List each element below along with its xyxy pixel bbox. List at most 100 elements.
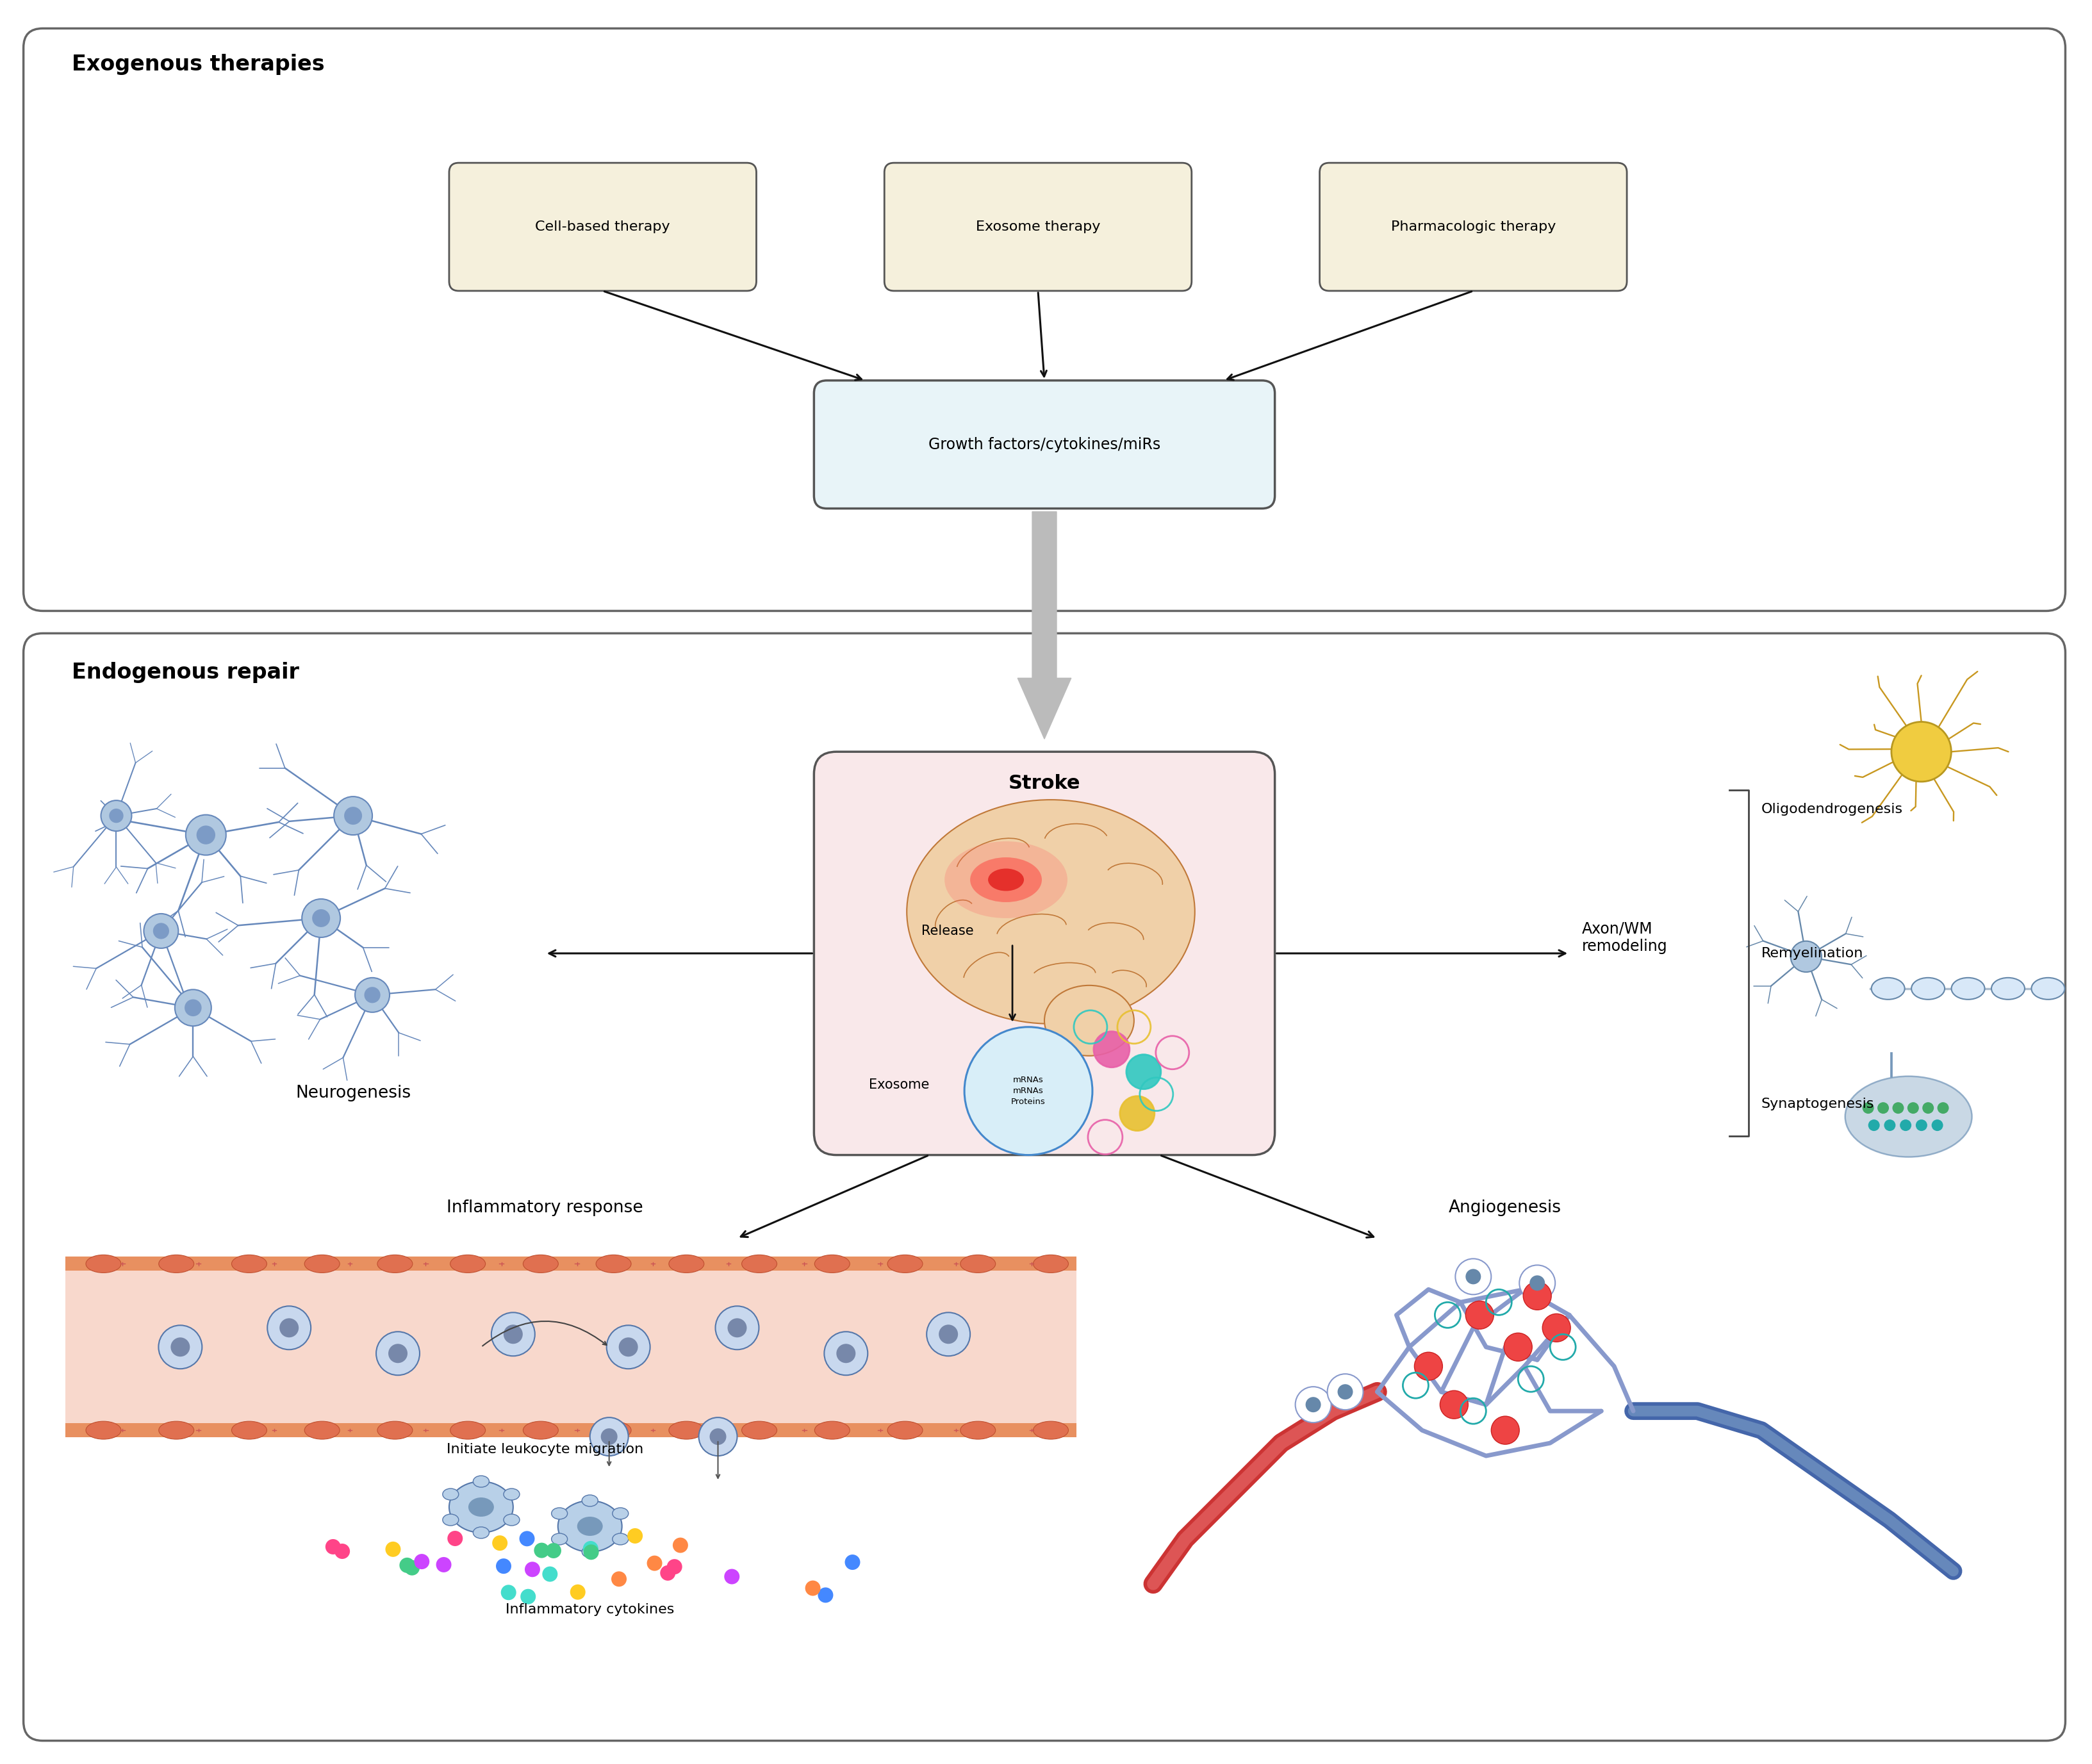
Circle shape: [280, 1318, 299, 1337]
Circle shape: [1877, 1102, 1889, 1113]
Ellipse shape: [669, 1254, 705, 1274]
Text: Stroke: Stroke: [1008, 774, 1079, 792]
Circle shape: [1908, 1102, 1918, 1113]
FancyBboxPatch shape: [1320, 162, 1628, 291]
Ellipse shape: [1952, 977, 1985, 1000]
Ellipse shape: [987, 868, 1023, 891]
Ellipse shape: [305, 1254, 339, 1274]
Circle shape: [172, 1337, 190, 1357]
Circle shape: [674, 1538, 688, 1552]
FancyBboxPatch shape: [450, 162, 757, 291]
Ellipse shape: [814, 1254, 849, 1274]
FancyBboxPatch shape: [814, 751, 1274, 1155]
Ellipse shape: [1992, 977, 2025, 1000]
Circle shape: [500, 1584, 517, 1600]
Circle shape: [667, 1559, 682, 1575]
Circle shape: [492, 1535, 508, 1551]
Ellipse shape: [377, 1422, 412, 1439]
Circle shape: [709, 1429, 726, 1445]
Circle shape: [400, 1558, 414, 1573]
Circle shape: [584, 1542, 598, 1556]
Circle shape: [571, 1584, 586, 1600]
Text: Exogenous therapies: Exogenous therapies: [71, 55, 324, 76]
Ellipse shape: [582, 1545, 598, 1558]
Circle shape: [1519, 1265, 1554, 1302]
Ellipse shape: [559, 1501, 621, 1552]
Circle shape: [519, 1531, 536, 1547]
Circle shape: [301, 900, 341, 937]
Circle shape: [1337, 1385, 1354, 1399]
Text: Endogenous repair: Endogenous repair: [71, 662, 299, 683]
Circle shape: [1891, 721, 1952, 781]
Circle shape: [414, 1554, 429, 1570]
Circle shape: [312, 908, 331, 928]
Circle shape: [1456, 1259, 1492, 1295]
Circle shape: [600, 1429, 617, 1445]
Ellipse shape: [906, 799, 1195, 1023]
Circle shape: [590, 1418, 628, 1455]
Text: Exosome therapy: Exosome therapy: [975, 220, 1100, 233]
Circle shape: [607, 1325, 651, 1369]
Circle shape: [1125, 1055, 1161, 1088]
Circle shape: [525, 1561, 540, 1577]
Ellipse shape: [444, 1489, 458, 1499]
Circle shape: [611, 1572, 628, 1586]
Ellipse shape: [2031, 977, 2065, 1000]
Circle shape: [345, 806, 362, 826]
Circle shape: [364, 986, 381, 1004]
Text: Axon/WM
remodeling: Axon/WM remodeling: [1582, 921, 1667, 954]
Ellipse shape: [613, 1508, 628, 1519]
Circle shape: [385, 1542, 402, 1558]
Ellipse shape: [86, 1422, 121, 1439]
Ellipse shape: [613, 1533, 628, 1545]
Circle shape: [496, 1558, 510, 1573]
Circle shape: [724, 1568, 741, 1584]
Text: Exosome: Exosome: [868, 1078, 929, 1090]
Ellipse shape: [377, 1254, 412, 1274]
Circle shape: [1295, 1387, 1331, 1422]
Ellipse shape: [577, 1517, 602, 1536]
Circle shape: [805, 1581, 820, 1596]
Bar: [65, 1256, 1077, 1270]
FancyBboxPatch shape: [23, 28, 2065, 610]
Ellipse shape: [1912, 977, 1946, 1000]
Circle shape: [533, 1544, 550, 1558]
Text: Oligodendrogenesis: Oligodendrogenesis: [1761, 803, 1904, 815]
Ellipse shape: [1872, 977, 1904, 1000]
Ellipse shape: [450, 1482, 513, 1533]
Ellipse shape: [504, 1489, 519, 1499]
FancyBboxPatch shape: [814, 381, 1274, 508]
Ellipse shape: [596, 1422, 632, 1439]
Circle shape: [646, 1556, 663, 1572]
Circle shape: [699, 1418, 736, 1455]
Circle shape: [1893, 1102, 1904, 1113]
Circle shape: [584, 1545, 598, 1559]
Ellipse shape: [1033, 1422, 1069, 1439]
FancyBboxPatch shape: [885, 162, 1192, 291]
Ellipse shape: [971, 857, 1042, 901]
Ellipse shape: [450, 1422, 485, 1439]
Ellipse shape: [960, 1422, 996, 1439]
Circle shape: [197, 826, 215, 845]
Circle shape: [1931, 1120, 1943, 1131]
Ellipse shape: [743, 1254, 776, 1274]
Circle shape: [546, 1544, 561, 1558]
Circle shape: [1885, 1120, 1895, 1131]
Circle shape: [1094, 1032, 1130, 1067]
Text: Inflammatory response: Inflammatory response: [448, 1200, 644, 1217]
Text: Remyelination: Remyelination: [1761, 947, 1864, 960]
Ellipse shape: [960, 1254, 996, 1274]
Ellipse shape: [887, 1254, 923, 1274]
Circle shape: [144, 914, 178, 949]
Circle shape: [335, 797, 372, 834]
Circle shape: [1305, 1397, 1320, 1413]
Circle shape: [1466, 1268, 1481, 1284]
Ellipse shape: [504, 1514, 519, 1526]
Text: Initiate leukocyte migration: Initiate leukocyte migration: [448, 1443, 644, 1455]
Ellipse shape: [669, 1422, 705, 1439]
Circle shape: [159, 1325, 203, 1369]
FancyBboxPatch shape: [23, 633, 2065, 1741]
Text: Pharmacologic therapy: Pharmacologic therapy: [1391, 220, 1556, 233]
Ellipse shape: [159, 1422, 195, 1439]
Ellipse shape: [1033, 1254, 1069, 1274]
